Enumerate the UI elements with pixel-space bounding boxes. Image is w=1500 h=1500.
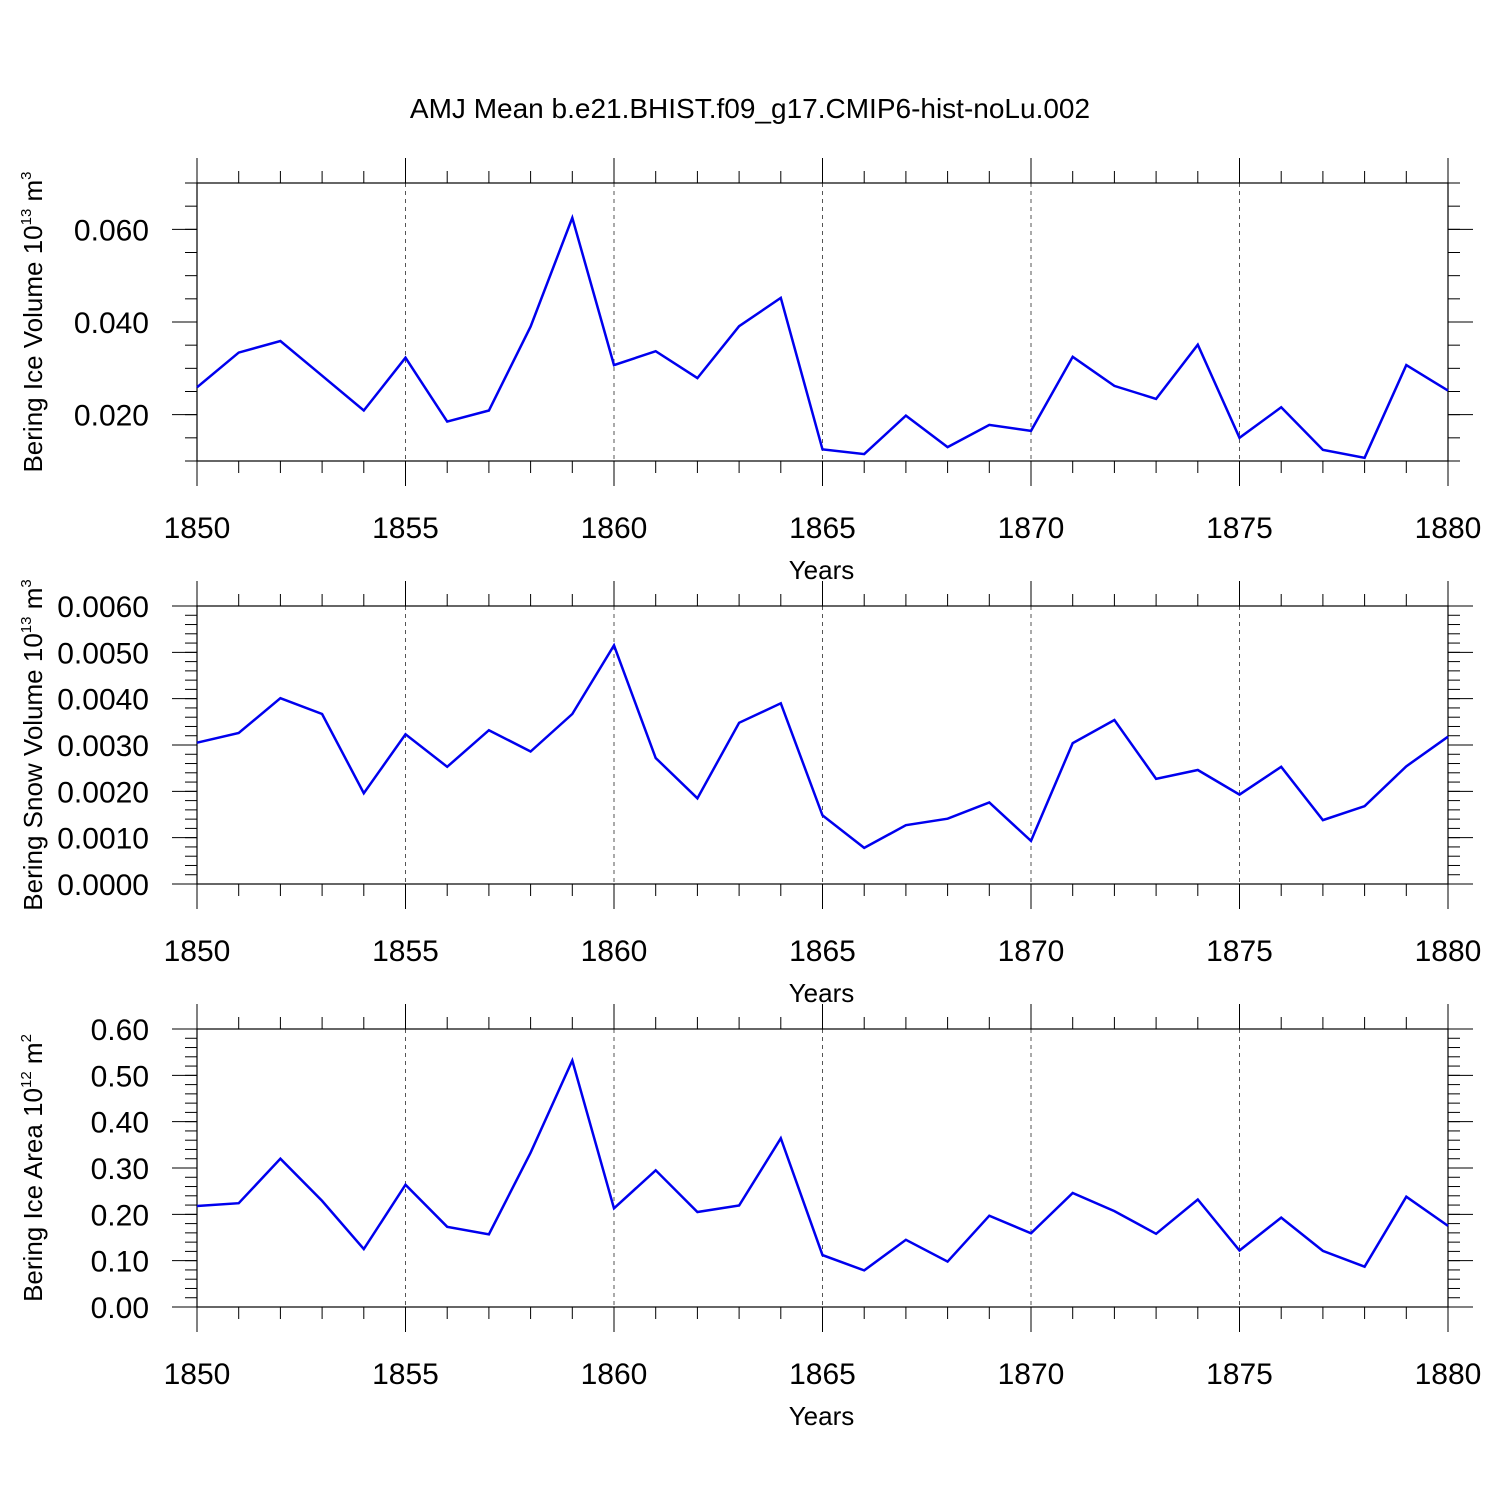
- y-tick-label: 0.0040: [57, 684, 149, 717]
- y-tick-label: 0.0050: [57, 637, 149, 670]
- y-axis-label-exp: 13: [18, 209, 35, 226]
- y-tick-label: 0.10: [91, 1246, 149, 1279]
- y-axis-label-unit: m: [18, 588, 48, 617]
- y-axis-label-text: Bering Ice Volume 10: [18, 225, 48, 472]
- x-tick-label: 1865: [789, 512, 856, 545]
- series-line: [196, 642, 1449, 850]
- x-tick-label: 1870: [998, 512, 1065, 545]
- y-tick-label: 0.20: [91, 1199, 149, 1232]
- y-axis-label-text: Bering Ice Area 10: [18, 1088, 48, 1302]
- y-axis-label-text: Bering Snow Volume 10: [18, 633, 48, 911]
- x-tick-label: 1850: [164, 512, 231, 545]
- y-axis-label-exp: 12: [18, 1071, 35, 1088]
- y-axis-label-unit-exp: 3: [18, 171, 35, 179]
- x-tick-label: 1865: [789, 935, 856, 968]
- y-tick-label: 0.040: [74, 307, 149, 340]
- plot-frame: [196, 1028, 1449, 1308]
- series-line: [196, 1056, 1449, 1272]
- y-tick-label: 0.50: [91, 1060, 149, 1093]
- y-tick-label: 0.0020: [57, 776, 149, 809]
- x-tick-label: 1875: [1206, 512, 1273, 545]
- y-tick-label: 0.0060: [57, 591, 149, 624]
- y-axis-label-unit: m: [18, 1042, 48, 1071]
- y-tick-label: 0.00: [91, 1292, 149, 1325]
- x-tick-label: 1875: [1206, 935, 1273, 968]
- x-axis-label: Years: [789, 978, 855, 1008]
- y-tick-label: 0.020: [74, 400, 149, 433]
- panel-3: 0.00 0.10 0.20 0.30 0.40 0.50 0.60 1850 1855 1860…: [18, 1004, 1481, 1431]
- y-axis-label-unit: m: [18, 180, 48, 209]
- y-tick-label: 0.0000: [57, 869, 149, 902]
- x-tick-label: 1870: [998, 1358, 1065, 1391]
- x-tick-label: 1860: [581, 935, 648, 968]
- x-tick-label: 1880: [1415, 512, 1482, 545]
- x-tick-label: 1860: [581, 512, 648, 545]
- x-tick-label: 1855: [372, 1358, 439, 1391]
- x-tick-label: 1855: [372, 935, 439, 968]
- x-tick-label: 1865: [789, 1358, 856, 1391]
- y-axis-label-unit-exp: 2: [18, 1034, 35, 1042]
- y-axis-label: Bering Ice Volume 1013 m3: [18, 171, 48, 472]
- y-axis-label-unit-exp: 3: [18, 579, 35, 587]
- plot-frame: [196, 182, 1449, 462]
- x-axis-label: Years: [789, 1401, 855, 1431]
- panel-1: 0.020 0.040 0.060 1850 1855 1860 1865 1870 1875 1…: [18, 158, 1481, 585]
- y-axis-label: Bering Ice Area 1012 m2: [18, 1034, 48, 1302]
- x-tick-label: 1875: [1206, 1358, 1273, 1391]
- x-tick-label: 1860: [581, 1358, 648, 1391]
- x-tick-label: 1850: [164, 1358, 231, 1391]
- y-tick-label: 0.30: [91, 1153, 149, 1186]
- series-line: [196, 213, 1449, 460]
- figure-title: AMJ Mean b.e21.BHIST.f09_g17.CMIP6-hist-…: [410, 93, 1090, 124]
- x-tick-label: 1870: [998, 935, 1065, 968]
- x-tick-label: 1880: [1415, 1358, 1482, 1391]
- x-tick-label: 1880: [1415, 935, 1482, 968]
- x-tick-label: 1850: [164, 935, 231, 968]
- y-axis-label: Bering Snow Volume 1013 m3: [18, 579, 48, 910]
- y-tick-label: 0.40: [91, 1107, 149, 1140]
- plot-frame: [196, 605, 1449, 885]
- y-tick-label: 0.0010: [57, 823, 149, 856]
- x-tick-label: 1855: [372, 512, 439, 545]
- panel-2: 0.0000 0.0010 0.0020 0.0030 0.0040 0.0050 0.00…: [18, 579, 1481, 1008]
- y-tick-label: 0.60: [91, 1014, 149, 1047]
- y-tick-label: 0.060: [74, 214, 149, 247]
- y-axis-label-exp: 13: [18, 617, 35, 634]
- x-axis-label: Years: [789, 555, 855, 585]
- y-tick-label: 0.0030: [57, 730, 149, 763]
